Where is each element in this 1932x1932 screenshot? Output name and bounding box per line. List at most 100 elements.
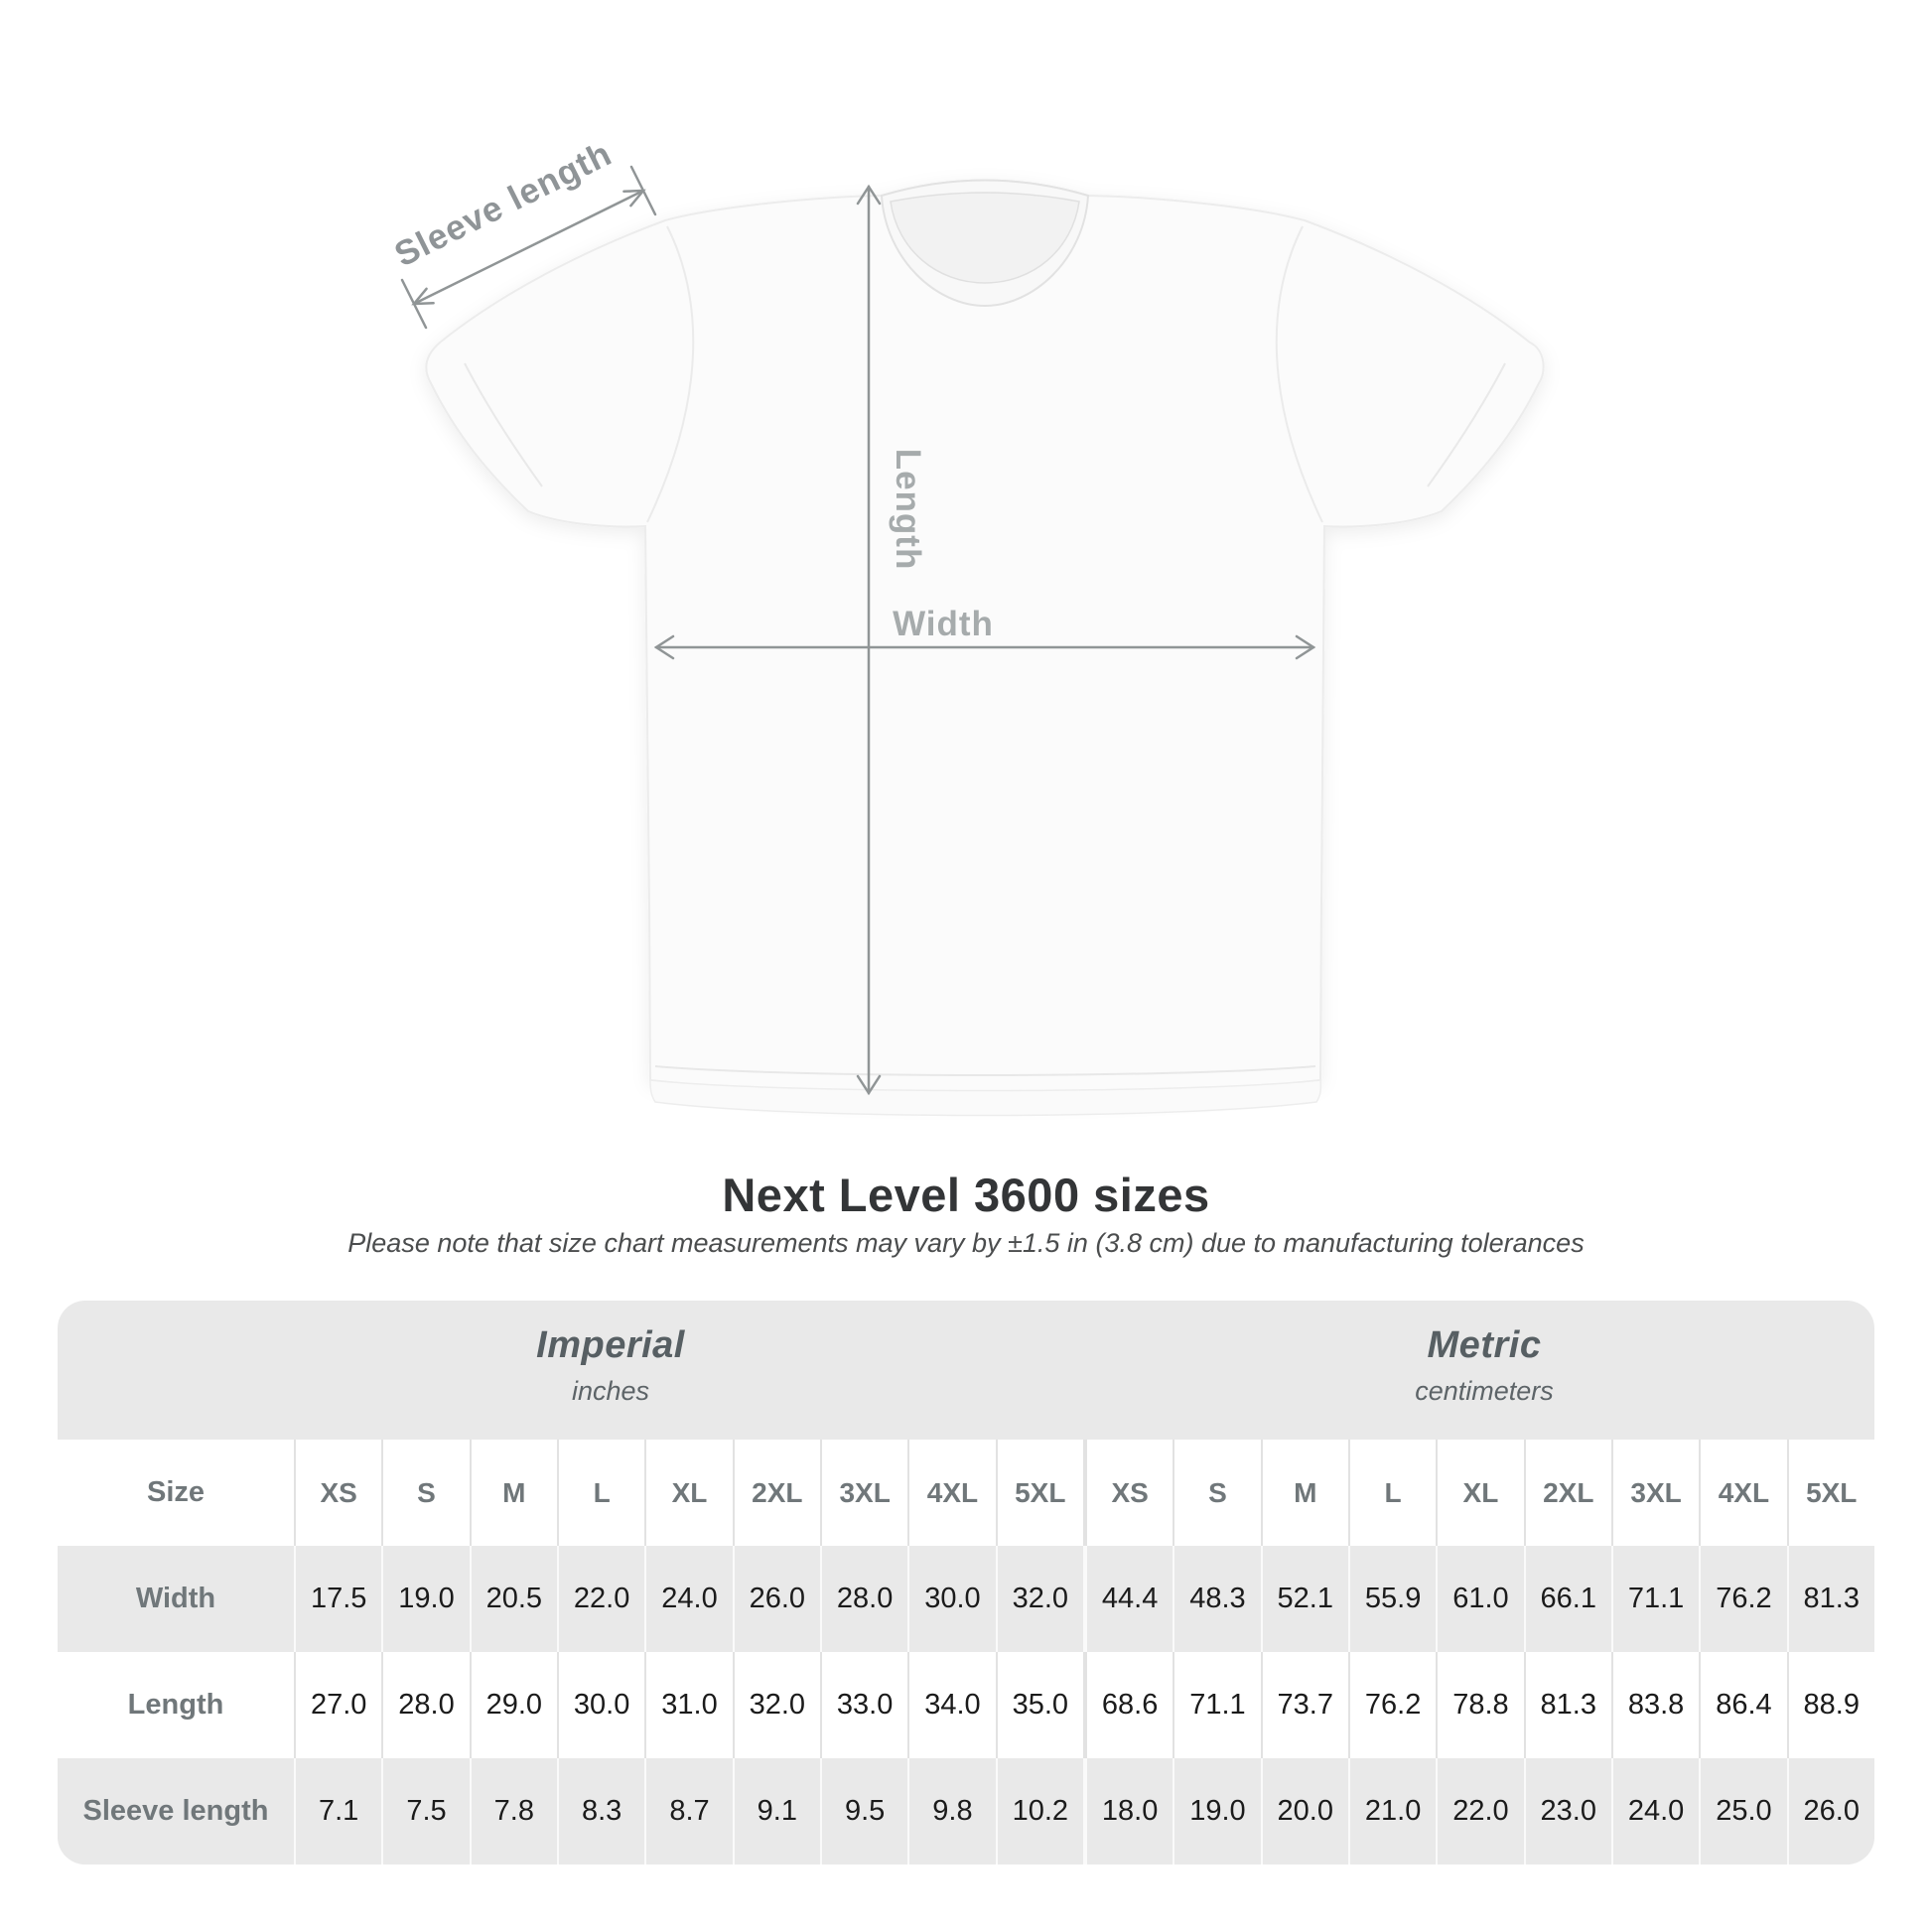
value-cell: 66.1 — [1523, 1546, 1611, 1652]
metric-header-group: Metric centimeters — [1415, 1324, 1554, 1407]
value-cell: 73.7 — [1260, 1652, 1348, 1758]
size-column-header: XL — [644, 1440, 732, 1546]
measurement-row: Width 17.5 19.0 20.5 22.0 24.0 26.0 28.0 30.0 32.… — [58, 1546, 1874, 1652]
value-cell: 71.1 — [1173, 1652, 1260, 1758]
value-cell: 7.8 — [469, 1758, 557, 1864]
value-cell: 33.0 — [819, 1652, 907, 1758]
shirt-illustration: Sleeve length Length Width — [388, 134, 1545, 1117]
value-cell: 28.0 — [819, 1546, 907, 1652]
imperial-header: Imperial — [536, 1324, 685, 1366]
value-cell: 78.8 — [1436, 1652, 1523, 1758]
size-column-header: XS — [294, 1440, 381, 1546]
unit-header-band: Imperial inches Metric centimeters — [58, 1301, 1874, 1440]
value-cell: 21.0 — [1347, 1758, 1436, 1864]
value-cell: 19.0 — [381, 1546, 469, 1652]
size-column-header: 2XL — [1523, 1440, 1611, 1546]
size-column-header: M — [469, 1440, 557, 1546]
row-label: Width — [135, 1583, 216, 1614]
size-column-header: S — [1173, 1440, 1260, 1546]
value-cell: 71.1 — [1610, 1546, 1699, 1652]
tshirt-shape — [425, 179, 1545, 1100]
value-cell: 32.0 — [732, 1652, 820, 1758]
value-cell: 23.0 — [1523, 1758, 1611, 1864]
hem-stitch — [654, 1065, 1316, 1076]
value-cell: 9.8 — [907, 1758, 995, 1864]
row-label: Sleeve length — [82, 1795, 269, 1827]
value-cell: 26.0 — [1786, 1758, 1874, 1864]
row-label: Length — [127, 1689, 224, 1721]
value-cell: 17.5 — [294, 1546, 381, 1652]
value-cell: 25.0 — [1699, 1758, 1786, 1864]
value-cell: 8.3 — [556, 1758, 644, 1864]
value-cell: 52.1 — [1260, 1546, 1348, 1652]
value-cell: 44.4 — [1082, 1546, 1173, 1652]
size-column-header: 5XL — [1786, 1440, 1874, 1546]
value-cell: 8.7 — [644, 1758, 732, 1864]
metric-unit: centimeters — [1415, 1376, 1554, 1406]
size-column-header: 3XL — [1610, 1440, 1699, 1546]
size-chart-table: Imperial inches Metric centimeters Size X… — [58, 1301, 1874, 1864]
value-cell: 55.9 — [1347, 1546, 1436, 1652]
right-sleeve-stitch — [1427, 362, 1506, 487]
measurement-row: Sleeve length 7.1 7.5 7.8 8.3 8.7 9.1 9.5 9.8 10.… — [58, 1758, 1874, 1864]
value-cell: 26.0 — [732, 1546, 820, 1652]
size-column-header: L — [556, 1440, 644, 1546]
value-cell: 30.0 — [556, 1652, 644, 1758]
left-armhole-seam — [646, 225, 695, 523]
width-label: Width — [893, 605, 994, 643]
value-cell: 61.0 — [1436, 1546, 1523, 1652]
left-sleeve-stitch — [464, 362, 543, 487]
size-column-header: 4XL — [1699, 1440, 1786, 1546]
value-cell: 30.0 — [907, 1546, 995, 1652]
value-cell: 9.5 — [819, 1758, 907, 1864]
value-cell: 76.2 — [1347, 1652, 1436, 1758]
size-column-header: XL — [1436, 1440, 1523, 1546]
size-column-header: 5XL — [995, 1440, 1083, 1546]
value-cell: 10.2 — [995, 1758, 1083, 1864]
value-cell: 19.0 — [1173, 1758, 1260, 1864]
value-cell: 86.4 — [1699, 1652, 1786, 1758]
value-cell: 18.0 — [1082, 1758, 1173, 1864]
value-cell: 7.5 — [381, 1758, 469, 1864]
value-cell: 31.0 — [644, 1652, 732, 1758]
page-title: Next Level 3600 sizes — [722, 1169, 1210, 1221]
value-cell: 22.0 — [1436, 1758, 1523, 1864]
width-arrow — [653, 634, 1316, 660]
collar-inner — [890, 192, 1080, 284]
value-cell: 81.3 — [1523, 1652, 1611, 1758]
value-cell: 28.0 — [381, 1652, 469, 1758]
value-cell: 68.6 — [1082, 1652, 1173, 1758]
size-column-header: S — [381, 1440, 469, 1546]
size-column-header: 2XL — [732, 1440, 820, 1546]
value-cell: 9.1 — [732, 1758, 820, 1864]
measurement-row: Length 27.0 28.0 29.0 30.0 31.0 32.0 33.0 34.0 35… — [58, 1652, 1874, 1758]
metric-header: Metric — [1427, 1324, 1542, 1366]
value-cell: 22.0 — [556, 1546, 644, 1652]
size-header-row: Size XS S M L XL 2XL 3XL 4XL 5XL XS S M L XL 2XL 3XL 4XL 5… — [58, 1440, 1874, 1546]
size-row-label: Size — [146, 1476, 206, 1508]
size-column-header: 4XL — [907, 1440, 995, 1546]
value-cell: 88.9 — [1786, 1652, 1874, 1758]
right-armhole-seam — [1275, 225, 1323, 523]
value-cell: 29.0 — [469, 1652, 557, 1758]
table-rows: Size XS S M L XL 2XL 3XL 4XL 5XL XS S M L XL 2XL 3XL 4XL 5… — [58, 1440, 1874, 1864]
value-cell: 32.0 — [995, 1546, 1083, 1652]
value-cell: 83.8 — [1610, 1652, 1699, 1758]
sleeve-length-arrow — [400, 165, 657, 330]
value-cell: 81.3 — [1786, 1546, 1874, 1652]
size-column-header: XS — [1082, 1440, 1173, 1546]
value-cell: 20.5 — [469, 1546, 557, 1652]
value-cell: 24.0 — [644, 1546, 732, 1652]
value-cell: 35.0 — [995, 1652, 1083, 1758]
value-cell: 34.0 — [907, 1652, 995, 1758]
value-cell: 7.1 — [294, 1758, 381, 1864]
imperial-unit: inches — [571, 1376, 650, 1406]
size-column-header: M — [1260, 1440, 1348, 1546]
value-cell: 27.0 — [294, 1652, 381, 1758]
value-cell: 24.0 — [1610, 1758, 1699, 1864]
length-arrow — [856, 184, 882, 1096]
size-column-header: 3XL — [819, 1440, 907, 1546]
value-cell: 20.0 — [1260, 1758, 1348, 1864]
sleeve-length-label: Sleeve length — [388, 134, 618, 274]
value-cell: 48.3 — [1173, 1546, 1260, 1652]
